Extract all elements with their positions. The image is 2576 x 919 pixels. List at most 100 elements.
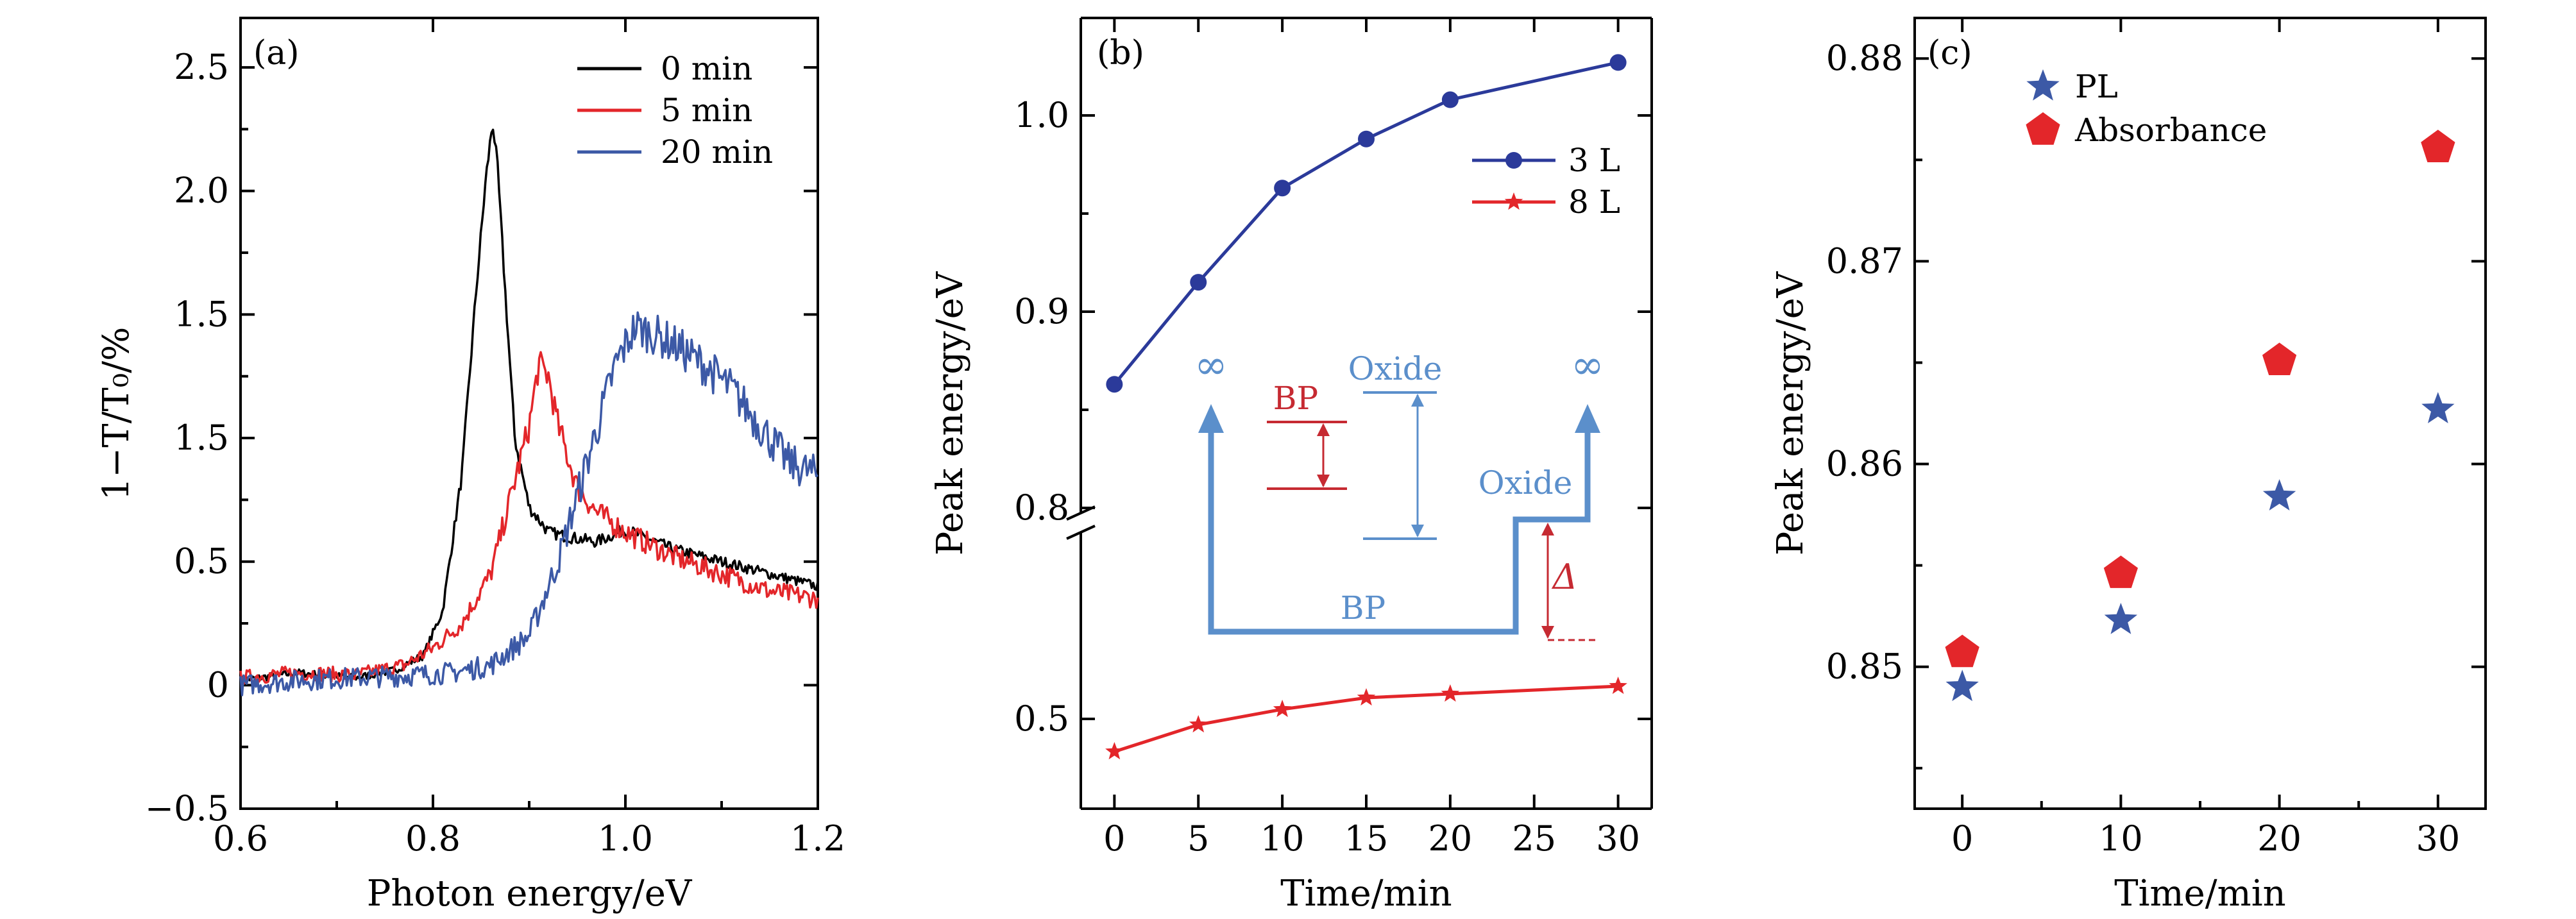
- delta-arrowhead: [1541, 523, 1554, 535]
- oxide-gap-label: Oxide: [1348, 350, 1443, 387]
- infinity-symbol-right: ∞: [1571, 341, 1604, 388]
- x-tick-label: 30: [2416, 818, 2460, 859]
- data-point-PL: [2104, 603, 2138, 634]
- series-line-3-L: [1113, 60, 1619, 385]
- x-tick-label: 5: [1187, 818, 1209, 859]
- x-tick-label: 1.0: [598, 818, 653, 859]
- data-point-Absorbance: [2103, 555, 2138, 588]
- panel-b: (b) 0 5 10 15 20 25 30 0.5 0.8 0.9 1.0 ∞ ∞ BP Oxide Ox…: [929, 17, 1653, 915]
- data-point-3-L: [1106, 376, 1123, 393]
- legend-label: 8 L: [1568, 183, 1620, 221]
- panel-c-y-title: Peak energy/eV: [1770, 271, 1811, 555]
- bp-arrowhead: [1317, 423, 1330, 436]
- y-tick-label: 0.9: [1014, 291, 1069, 332]
- legend-label: 3 L: [1568, 142, 1620, 179]
- band-alignment-inset: ∞ ∞ BP Oxide Oxide BP Δ: [1194, 341, 1604, 641]
- panel-c-x-title: Time/min: [2114, 873, 2285, 915]
- data-point-8-L: [1357, 688, 1376, 706]
- y-tick-label: 0.5: [1014, 698, 1069, 739]
- panel-b-label: (b): [1097, 34, 1144, 72]
- panel-b-x-title: Time/min: [1280, 873, 1452, 915]
- x-tick-label: 25: [1512, 818, 1556, 859]
- y-tick-label: 1.5: [174, 417, 229, 458]
- series-line-20-min: [239, 311, 818, 696]
- y-tick-label: 2.0: [174, 171, 229, 211]
- panel-a: (a) 0.6 0.8 1.0 1.2 −0.5 0 0.5 1.5 1.5 2.0 2.5 0 m…: [96, 17, 845, 915]
- y-tick-label: 0.85: [1826, 646, 1903, 687]
- y-tick-label: 0.87: [1826, 240, 1903, 281]
- bp-gap-label: BP: [1273, 380, 1318, 417]
- infinity-symbol-left: ∞: [1194, 341, 1228, 388]
- x-tick-label: 0.8: [405, 818, 461, 859]
- data-point-Absorbance: [2421, 130, 2455, 162]
- y-tick-label: 0.88: [1826, 38, 1903, 78]
- legend-marker: [2026, 112, 2060, 145]
- data-point-3-L: [1274, 180, 1291, 197]
- x-tick-label: 30: [1596, 818, 1640, 859]
- data-point-3-L: [1358, 130, 1375, 148]
- x-tick-label: 0: [1951, 818, 1973, 859]
- data-point-PL: [2262, 479, 2296, 510]
- delta-label: Δ: [1552, 557, 1578, 597]
- data-point-Absorbance: [2262, 342, 2297, 375]
- data-point-8-L: [1189, 715, 1208, 733]
- y-tick-label: 0.5: [174, 541, 229, 582]
- series-line-5-min: [239, 351, 819, 686]
- x-tick-label: 10: [2099, 818, 2143, 859]
- x-tick-label: 20: [2257, 818, 2301, 859]
- delta-arrowhead: [1541, 626, 1554, 639]
- arrowhead-right: [1575, 404, 1600, 433]
- panel-c-legend: PL Absorbance: [2026, 68, 2267, 149]
- panel-a-ticks: 0.6 0.8 1.0 1.2 −0.5 0 0.5 1.5 1.5 2.0 2.5: [145, 18, 845, 859]
- panel-b-legend: 3 L8 L: [1472, 142, 1620, 221]
- legend-label: Absorbance: [2074, 112, 2267, 149]
- data-point-8-L: [1273, 700, 1292, 718]
- y-tick-label: −0.5: [145, 788, 229, 829]
- panel-a-y-title: 1−T/T₀/%: [96, 327, 137, 501]
- panel-c-series: [1945, 130, 2455, 702]
- oxide-arrowhead: [1411, 525, 1424, 537]
- x-tick-label: 0.6: [213, 818, 268, 859]
- legend-marker: [1505, 152, 1522, 169]
- panel-a-legend: 0 min 5 min 20 min: [577, 50, 773, 171]
- legend-marker: [1504, 192, 1523, 210]
- x-tick-label: 1.2: [790, 818, 845, 859]
- panel-a-x-title: Photon energy/eV: [367, 873, 693, 915]
- x-tick-label: 0: [1103, 818, 1125, 859]
- arrowhead-left: [1198, 404, 1224, 433]
- panel-c-ticks: 0 10 20 30 0.85 0.86 0.87 0.88: [1826, 18, 2486, 859]
- data-point-8-L: [1105, 742, 1124, 760]
- data-point-8-L: [1441, 684, 1460, 702]
- legend-label: PL: [2075, 68, 2118, 105]
- x-tick-label: 20: [1428, 818, 1473, 859]
- axis-break-mark: [1066, 525, 1096, 540]
- series-line-8-L: [1114, 684, 1618, 754]
- x-tick-label: 10: [1260, 818, 1305, 859]
- panel-c-label: (c): [1928, 34, 1972, 72]
- legend-label: 5 min: [661, 92, 752, 129]
- y-tick-label: 1.0: [1014, 95, 1069, 135]
- data-point-Absorbance: [1945, 634, 1979, 668]
- y-tick-label: 0: [207, 664, 229, 705]
- x-tick-label: 15: [1344, 818, 1389, 859]
- bp-arrowhead: [1317, 475, 1330, 487]
- data-point-PL: [1945, 670, 1979, 702]
- panel-a-label: (a): [253, 34, 300, 72]
- series-line-0-min: [239, 128, 819, 684]
- data-point-3-L: [1190, 274, 1207, 291]
- legend-label: 0 min: [661, 50, 752, 87]
- panel-b-y-title: Peak energy/eV: [929, 271, 971, 555]
- y-tick-label: 1.5: [174, 294, 229, 334]
- y-tick-label: 0.8: [1014, 487, 1069, 528]
- data-point-8-L: [1609, 677, 1627, 695]
- band-edge-line: [1208, 417, 1591, 635]
- data-point-PL: [2421, 392, 2455, 423]
- panel-c: (c) 0 10 20 30 0.85 0.86 0.87 0.88 PL Absorbance…: [1770, 17, 2487, 915]
- data-point-3-L: [1441, 91, 1459, 108]
- data-point-3-L: [1609, 54, 1627, 71]
- panel-b-series: [1105, 54, 1627, 760]
- panel-a-series: [239, 128, 819, 696]
- oxide-side-label: Oxide: [1479, 464, 1573, 502]
- y-tick-label: 0.86: [1826, 444, 1903, 484]
